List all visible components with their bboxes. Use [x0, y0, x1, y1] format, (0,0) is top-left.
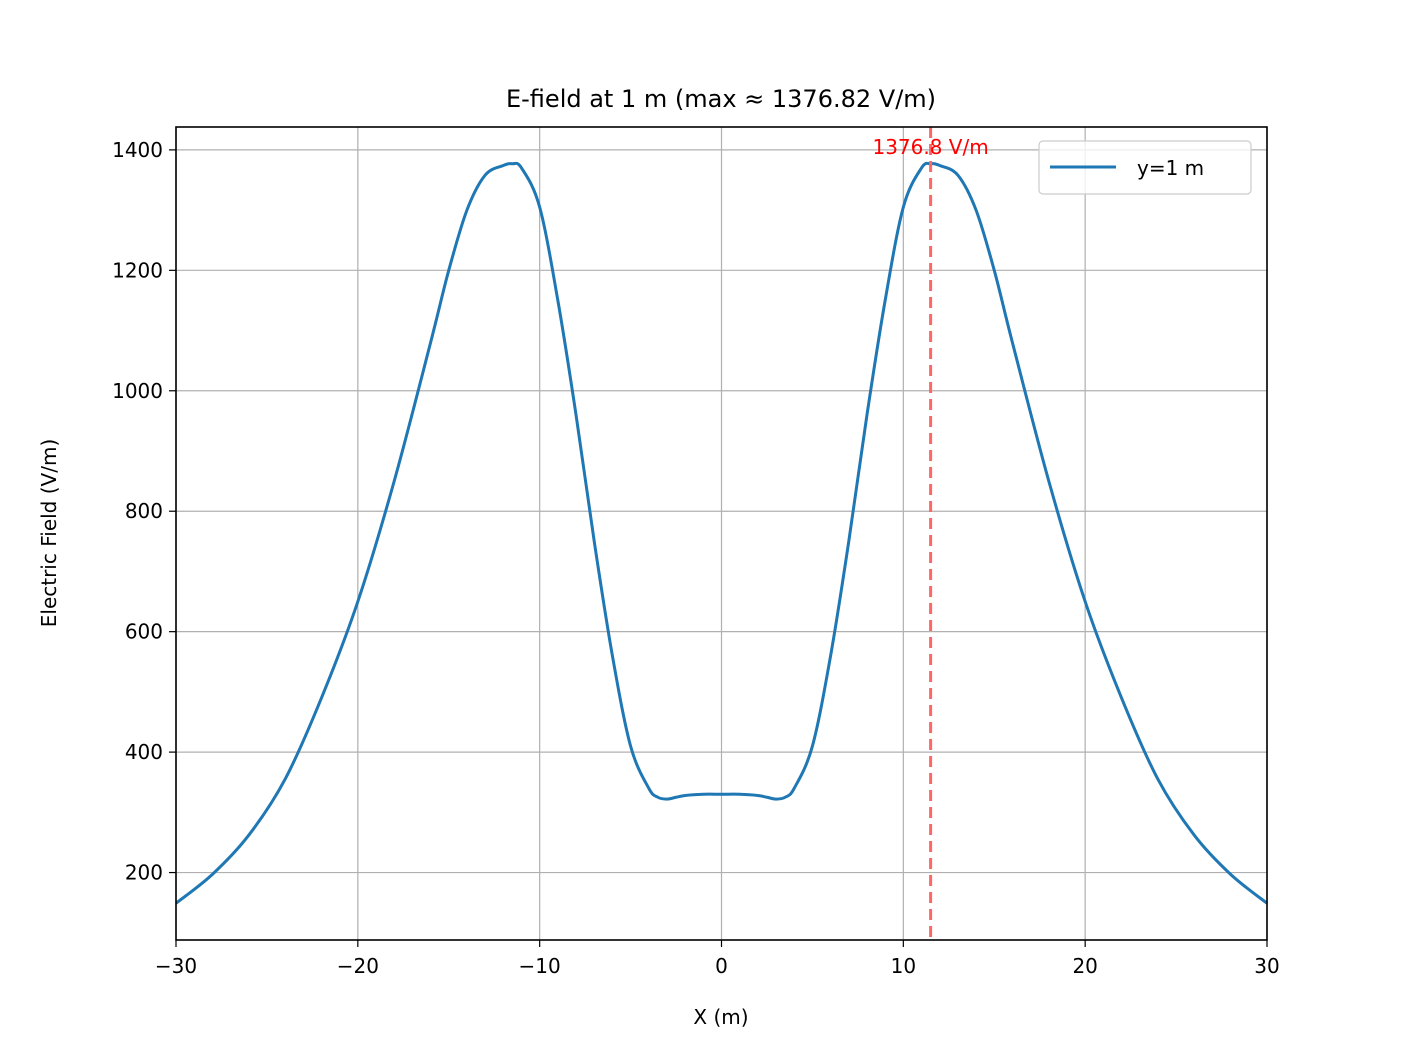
x-axis-label: X (m)	[693, 1005, 748, 1029]
y-axis-label: Electric Field (V/m)	[37, 439, 61, 628]
x-tick-label: −20	[337, 954, 379, 978]
y-tick-label: 600	[125, 620, 163, 644]
y-tick-label: 800	[125, 499, 163, 523]
legend-box	[1038, 140, 1252, 195]
legend: y=1 m	[1038, 140, 1252, 195]
x-tick-label: 0	[715, 954, 728, 978]
annotations: 1376.8 V/m	[872, 127, 989, 940]
x-tick-label: −30	[155, 954, 197, 978]
x-tick-label: 20	[1072, 954, 1097, 978]
y-tick-label: 1200	[112, 258, 163, 282]
max-annotation-label: 1376.8 V/m	[872, 135, 988, 159]
y-tick-label: 1400	[112, 138, 163, 162]
y-tick-label: 1000	[112, 379, 163, 403]
y-axis: 200 400 600 800 1000 1200 1400	[112, 138, 176, 885]
legend-label: y=1 m	[1137, 156, 1204, 180]
chart-title: E-field at 1 m (max ≈ 1376.82 V/m)	[506, 85, 936, 113]
y-tick-label: 400	[125, 740, 163, 764]
grid	[175, 127, 1268, 940]
plot-area	[175, 161, 1268, 905]
x-tick-label: 30	[1254, 954, 1279, 978]
y-tick-label: 200	[125, 861, 163, 885]
series-line-0	[175, 161, 1268, 905]
x-tick-label: −10	[519, 954, 561, 978]
x-tick-label: 10	[891, 954, 916, 978]
x-axis: −30 −20 −10 0 10 20 30	[155, 940, 1280, 978]
